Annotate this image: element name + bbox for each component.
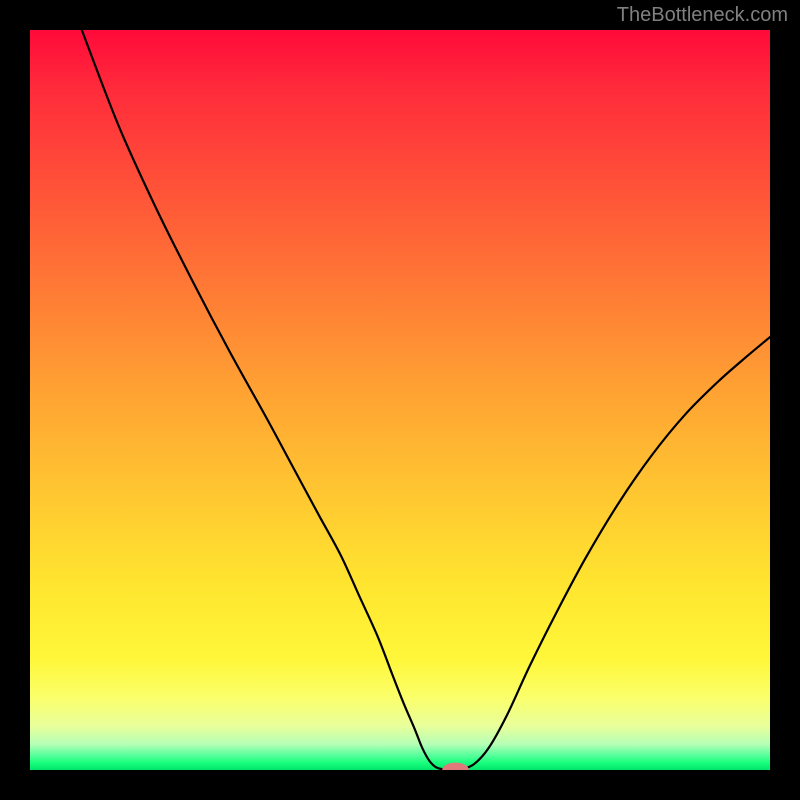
chart-area [30,30,770,770]
optimum-marker [442,763,469,770]
bottleneck-curve [82,30,770,770]
bottleneck-curve-svg [30,30,770,770]
watermark-text: TheBottleneck.com [617,4,788,27]
